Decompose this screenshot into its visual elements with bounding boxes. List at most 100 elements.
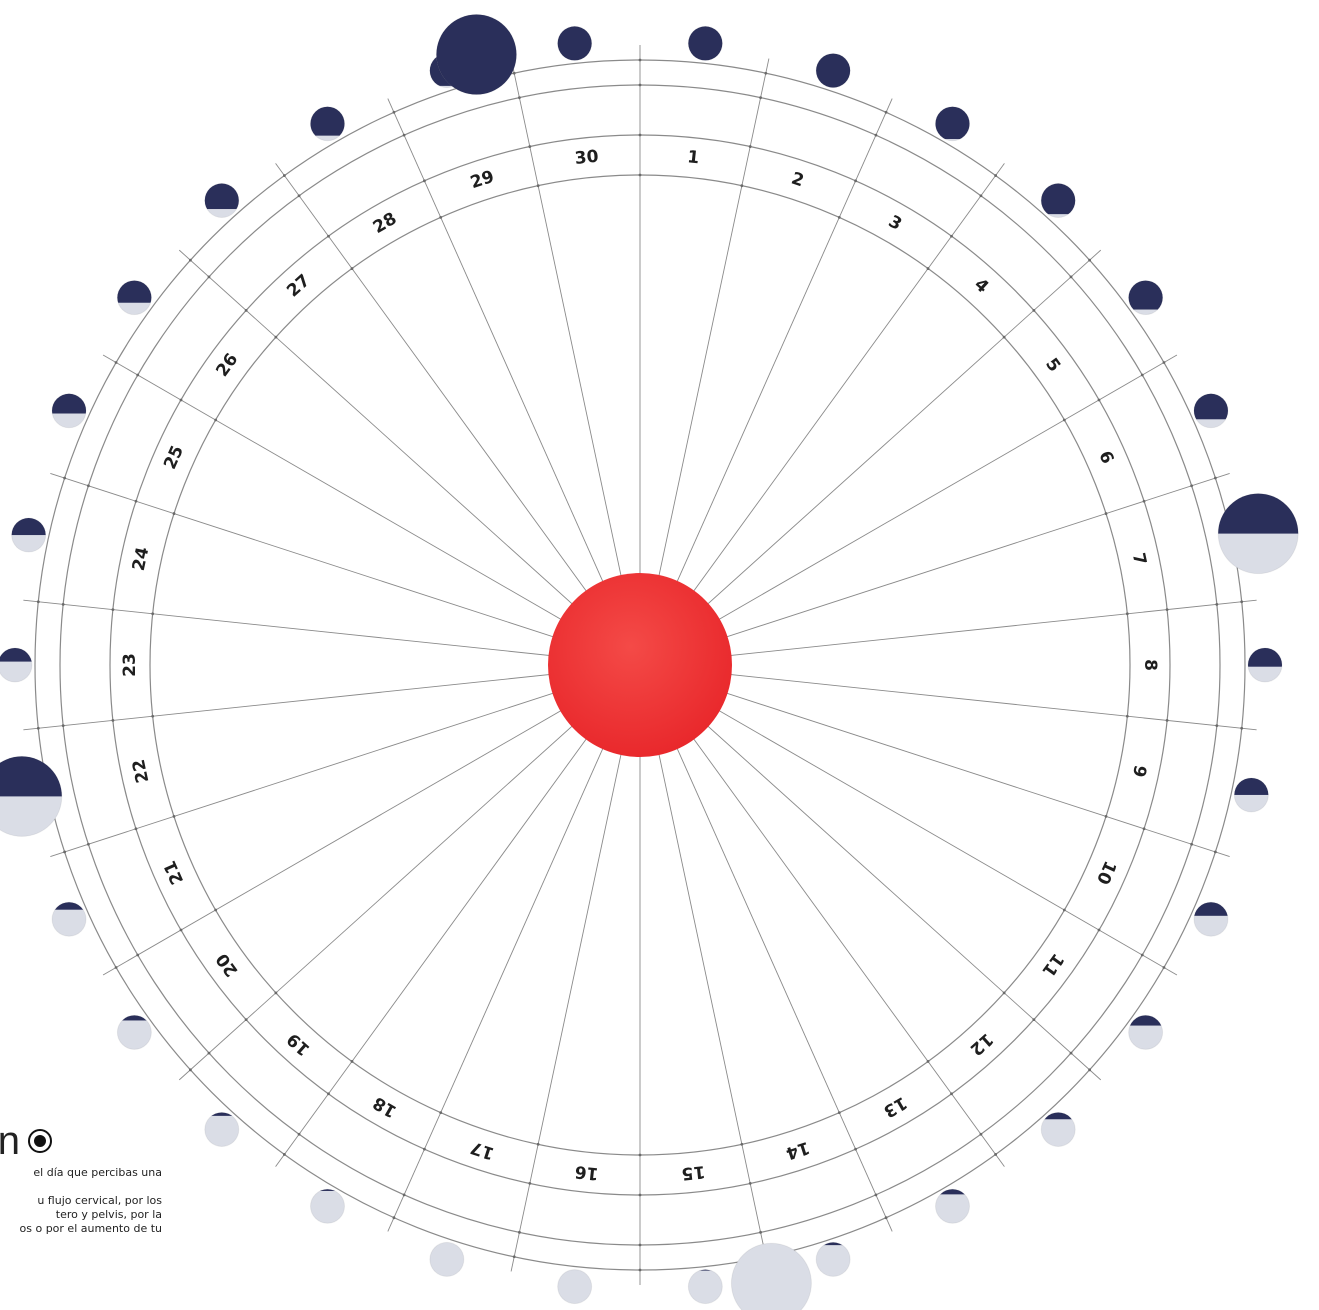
- spoke: [639, 249, 1102, 666]
- spoke-tick: [188, 1068, 192, 1072]
- moon-phase-9: [1233, 777, 1269, 813]
- spoke-tick: [136, 953, 140, 957]
- spoke-tick: [1140, 373, 1144, 377]
- spoke-tick: [536, 184, 540, 188]
- spoke-tick: [36, 726, 40, 730]
- menstruation-center-disc: [548, 573, 732, 757]
- moon-phase-6: [1193, 393, 1229, 429]
- spoke-tick: [512, 1255, 516, 1259]
- spoke-tick: [282, 1153, 286, 1156]
- moon-major-3: [730, 1242, 812, 1310]
- spoke-tick: [759, 1230, 762, 1234]
- spoke-tick: [327, 1092, 330, 1096]
- spoke-tick: [1240, 726, 1244, 730]
- spoke-tick: [528, 145, 532, 148]
- spoke: [387, 98, 641, 666]
- spoke-tick: [1069, 1051, 1073, 1055]
- spoke-tick: [244, 308, 248, 312]
- spoke-tick: [151, 714, 155, 718]
- spoke-tick: [350, 267, 354, 270]
- spoke-tick: [638, 1268, 642, 1272]
- day-label-9: 9: [1128, 763, 1150, 779]
- spoke-tick: [740, 1142, 744, 1146]
- legend-title: n: [0, 1120, 52, 1162]
- moon-phase-26: [116, 280, 152, 316]
- spoke-tick: [1190, 484, 1194, 488]
- moon-phase-25: [51, 393, 87, 429]
- spoke: [275, 163, 641, 666]
- spoke: [639, 599, 1257, 666]
- day-label-18: 18: [370, 1092, 401, 1121]
- spoke-tick: [1142, 827, 1146, 831]
- spoke-tick: [392, 110, 396, 114]
- spoke-tick: [1165, 719, 1169, 722]
- spoke-tick: [1125, 714, 1129, 718]
- moon-phase-3: [935, 106, 970, 142]
- day-label-24: 24: [129, 545, 154, 572]
- moon-phase-16: [557, 1269, 593, 1305]
- spoke-tick: [244, 1018, 248, 1022]
- spoke-tick: [748, 145, 752, 148]
- moon-major-4: [0, 755, 63, 837]
- wheel-spokes: [23, 45, 1257, 1285]
- spoke-tick: [518, 96, 521, 100]
- spoke-tick: [61, 724, 65, 728]
- radio-selected-icon[interactable]: [28, 1129, 52, 1153]
- spoke-tick: [86, 842, 90, 846]
- moon-major-1: [435, 14, 517, 96]
- day-label-14: 14: [783, 1137, 812, 1163]
- spoke-tick: [282, 174, 286, 177]
- spoke-tick: [207, 275, 211, 279]
- spoke: [639, 98, 893, 666]
- spoke-tick: [136, 373, 140, 377]
- spoke-tick: [884, 1216, 888, 1220]
- spoke: [23, 664, 641, 731]
- spoke-tick: [874, 133, 878, 137]
- spoke-tick: [1097, 928, 1101, 932]
- spoke: [639, 354, 1178, 666]
- spoke-tick: [1240, 600, 1244, 604]
- moon-phase-23: [0, 647, 33, 683]
- spoke-tick: [1062, 418, 1066, 422]
- moon-phase-28: [310, 106, 345, 142]
- spoke: [639, 472, 1230, 666]
- moon-phase-4: [1040, 183, 1076, 219]
- spoke: [275, 664, 641, 1167]
- spoke-tick: [638, 173, 642, 177]
- spoke-tick: [1213, 476, 1217, 480]
- spoke-tick: [950, 1092, 953, 1096]
- spoke-tick: [439, 215, 443, 219]
- day-label-28: 28: [370, 209, 401, 238]
- spoke-tick: [1097, 398, 1101, 402]
- spoke-tick: [884, 110, 888, 114]
- spoke: [639, 664, 893, 1232]
- day-label-20: 20: [212, 949, 242, 980]
- spoke-tick: [1125, 612, 1129, 616]
- spoke-tick: [392, 1216, 396, 1220]
- spoke-tick: [638, 1193, 642, 1197]
- spoke-tick: [740, 184, 744, 188]
- spoke: [510, 664, 641, 1272]
- day-label-27: 27: [283, 271, 314, 302]
- spoke-tick: [926, 267, 930, 270]
- spoke-tick: [423, 179, 426, 183]
- day-label-17: 17: [468, 1137, 497, 1163]
- spoke-tick: [86, 484, 90, 488]
- day-label-10: 10: [1092, 858, 1120, 888]
- spoke: [639, 664, 770, 1272]
- spoke-tick: [950, 234, 953, 238]
- spoke-tick: [61, 602, 65, 606]
- legend-text: el día que percibas una u flujo cervical…: [0, 1166, 162, 1236]
- spoke-tick: [1088, 258, 1092, 262]
- spoke-tick: [179, 398, 183, 402]
- spoke-tick: [1069, 275, 1073, 279]
- moon-phase-17: [429, 1241, 465, 1277]
- spoke-tick: [63, 850, 67, 854]
- spoke-tick: [1032, 308, 1036, 312]
- spoke-tick: [402, 1193, 406, 1197]
- spoke-tick: [1162, 361, 1166, 364]
- day-label-7: 7: [1128, 551, 1150, 567]
- spoke-tick: [1142, 499, 1146, 503]
- spoke: [178, 664, 641, 1081]
- legend-line-5: os o por el aumento de tu: [19, 1222, 162, 1235]
